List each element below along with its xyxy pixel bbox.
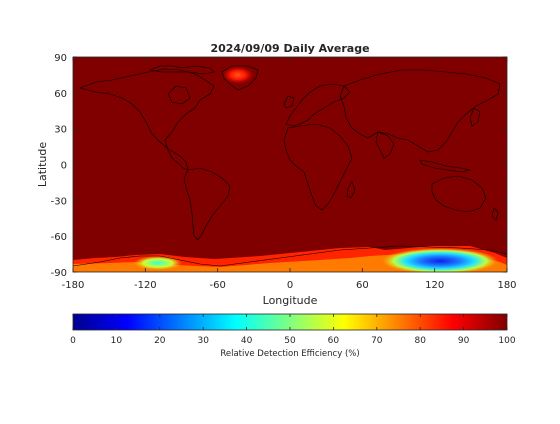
coast-antarctica: [73, 245, 507, 267]
coast-north-america: [78, 68, 215, 171]
coastlines: [73, 65, 507, 267]
coast-australia: [431, 175, 487, 213]
x-axis-label: Longitude: [263, 294, 318, 307]
x-tick-label: -60: [209, 280, 225, 291]
y-tick-label: -90: [51, 268, 67, 279]
colorbar-tick-label: 0: [70, 336, 76, 346]
coast-asia: [339, 69, 501, 153]
y-tick-label: 90: [54, 53, 67, 64]
coast-japan: [469, 107, 481, 127]
x-tick-label: 0: [287, 280, 293, 291]
low-detection-blob-east: [382, 248, 498, 272]
chart-title: 2024/09/09 Daily Average: [210, 42, 369, 55]
heatmap-field: [73, 66, 507, 272]
colorbar-tick-label: 50: [284, 336, 296, 346]
colorbar-tick-label: 80: [414, 336, 426, 346]
y-tick-label: 0: [61, 161, 67, 172]
colorbar-tick-label: 90: [458, 336, 470, 346]
coast-new-zealand: [491, 207, 499, 221]
colorbar-ticks: 0 10 20 30 40 50 60 70 80 90 100: [70, 314, 516, 346]
x-tick-label: 120: [425, 280, 444, 291]
x-tick-label: -120: [134, 280, 157, 291]
y-tick-label: -60: [51, 232, 67, 243]
x-axis-ticks: -180 -120 -60 0 60 120 180: [62, 57, 517, 291]
heatmap-background: [73, 57, 507, 272]
x-tick-label: 180: [497, 280, 516, 291]
y-axis-ticks: -90 -60 -30 0 30 60 90: [51, 53, 507, 279]
coast-africa: [283, 123, 353, 211]
x-tick-label: -180: [62, 280, 85, 291]
colorbar-tick-label: 30: [197, 336, 209, 346]
y-tick-label: -30: [51, 196, 67, 207]
coast-indonesia: [419, 159, 471, 173]
low-detection-blob-west: [134, 256, 182, 270]
x-tick-label: 60: [356, 280, 369, 291]
coast-hudson-bay: [167, 85, 191, 105]
colorbar-tick-label: 40: [241, 336, 253, 346]
colorbar-tick-label: 70: [371, 336, 383, 346]
colorbar-label: Relative Detection Efficiency (%): [220, 349, 359, 359]
y-axis-label: Latitude: [36, 142, 49, 188]
coast-arctic-islands: [148, 65, 215, 75]
greenland-low-region: [222, 66, 254, 84]
coast-madagascar: [346, 181, 356, 199]
colorbar-tick-label: 20: [154, 336, 166, 346]
coast-europe: [285, 83, 351, 127]
coast-uk: [283, 95, 295, 109]
colorbar-tick-label: 60: [328, 336, 340, 346]
y-tick-label: 60: [54, 89, 67, 100]
colorbar-tick-label: 10: [111, 336, 123, 346]
coast-greenland: [221, 65, 259, 91]
coast-india: [375, 131, 395, 159]
y-tick-label: 30: [54, 125, 67, 136]
colorbar-tick-label: 100: [498, 336, 515, 346]
coast-south-america: [183, 167, 231, 241]
